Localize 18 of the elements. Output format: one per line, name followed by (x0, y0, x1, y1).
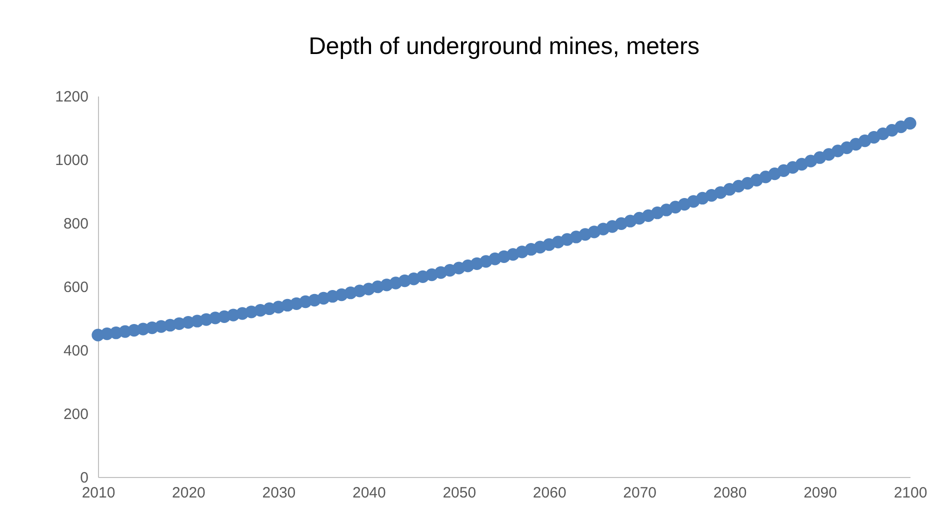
x-tick-label: 2040 (352, 484, 386, 502)
x-tick-label: 2050 (442, 484, 476, 502)
x-tick-label: 2010 (82, 484, 116, 502)
y-tick-label: 400 (63, 342, 88, 360)
y-tick-label: 200 (63, 406, 88, 423)
y-tick-label: 1200 (55, 88, 88, 106)
x-tick-label: 2020 (172, 484, 206, 502)
y-tick-label: 1000 (55, 152, 88, 169)
x-tick-label: 2080 (713, 484, 747, 502)
y-tick-label: 0 (80, 470, 88, 486)
x-tick-label: 2060 (532, 484, 566, 502)
x-tick-label: 2090 (804, 484, 837, 502)
y-tick-label: 800 (63, 216, 88, 232)
x-tick-label: 2070 (623, 484, 657, 502)
chart-title: Depth of underground mines, meters (308, 33, 700, 60)
x-tick-label: 2100 (894, 484, 928, 502)
x-tick-label: 2030 (262, 484, 296, 502)
y-tick-label: 600 (63, 279, 88, 296)
